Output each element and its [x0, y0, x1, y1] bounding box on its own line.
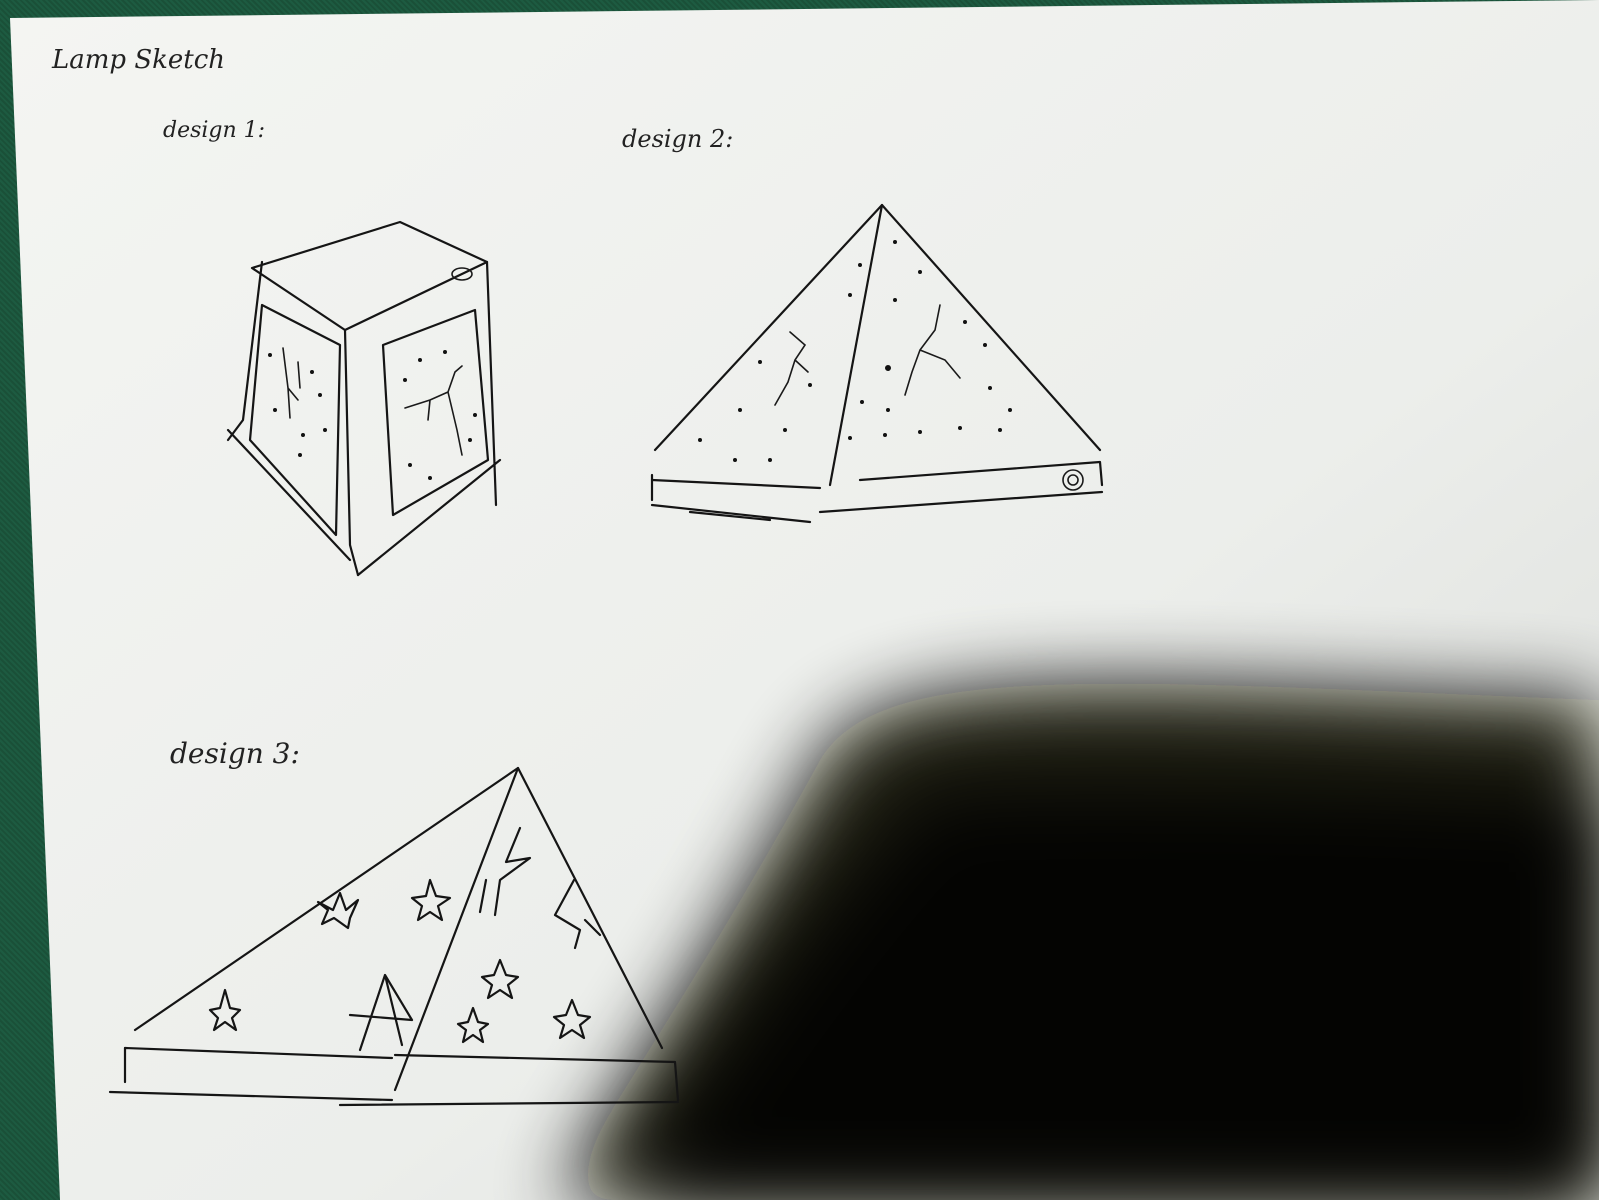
design-3-label: design 3: — [170, 737, 300, 770]
design-3-star-tent-sketch — [108, 766, 680, 1107]
design-1-label: design 1: — [163, 118, 265, 143]
design-1-cube-sketch — [226, 220, 502, 577]
design-2-pyramid-sketch — [650, 203, 1104, 524]
sheet-title: Lamp Sketch — [51, 45, 225, 75]
hand-shadow-core — [620, 785, 1599, 1200]
design-2-label: design 2: — [622, 125, 733, 153]
